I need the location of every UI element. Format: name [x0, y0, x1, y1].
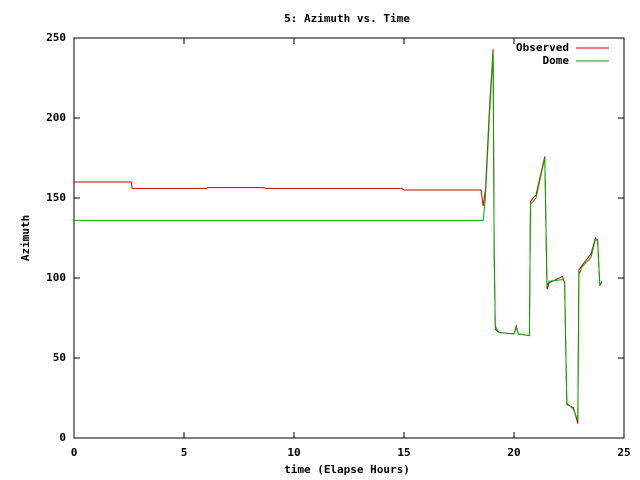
y-tick-label: 0 — [59, 431, 66, 444]
y-tick-label: 100 — [46, 271, 66, 284]
y-axis-label: Azimuth — [19, 215, 32, 261]
chart-title: 5: Azimuth vs. Time — [284, 12, 410, 25]
y-tick-label: 150 — [46, 191, 66, 204]
y-tick-label: 250 — [46, 31, 66, 44]
plot-frame — [73, 37, 625, 439]
y-tick-label: 200 — [46, 111, 66, 124]
series-line — [74, 52, 603, 421]
x-tick-label: 10 — [287, 446, 300, 459]
x-tick-label: 5 — [181, 446, 188, 459]
x-axis-label: time (Elapse Hours) — [284, 463, 410, 476]
legend-label: Observed — [516, 41, 569, 54]
x-tick-label: 20 — [507, 446, 520, 459]
x-tick-label: 25 — [617, 446, 630, 459]
x-tick-label: 0 — [71, 446, 78, 459]
y-tick-label: 50 — [53, 351, 66, 364]
legend-label: Dome — [543, 54, 570, 67]
x-tick-label: 15 — [397, 446, 410, 459]
